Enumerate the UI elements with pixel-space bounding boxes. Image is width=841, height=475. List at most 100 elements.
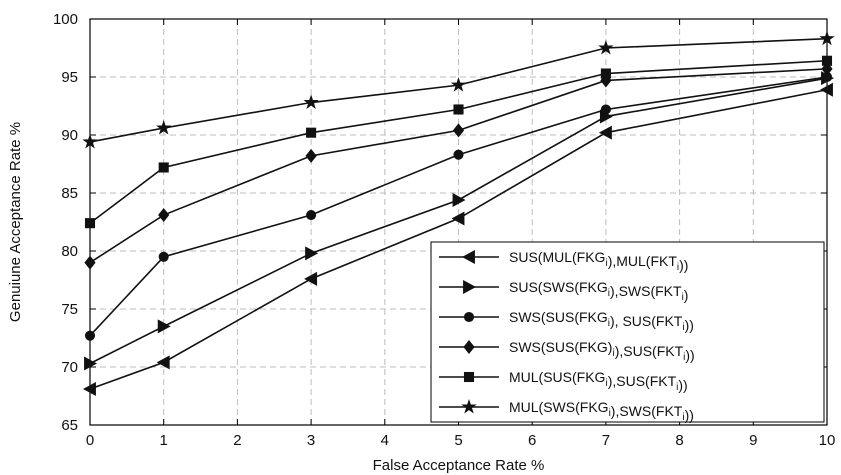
marker-star: [598, 39, 614, 55]
marker-square: [463, 371, 475, 383]
legend-label-part: )): [685, 317, 694, 333]
marker-circle: [306, 210, 317, 221]
marker-diamond: [452, 123, 465, 138]
legend-label-part: )): [679, 257, 688, 273]
x-tick-label: 2: [233, 432, 241, 449]
marker-diamond: [158, 208, 170, 223]
series-line: [89, 68, 828, 264]
legend-label-part: ), SUS(FKT: [610, 313, 683, 329]
legend-label-subscript: i: [609, 408, 611, 419]
x-tick-label: 7: [602, 432, 610, 449]
marker-circle: [158, 251, 169, 262]
legend-box: [430, 241, 825, 423]
legend-label: SWS(SUS(FKGi), SUS(FKTi)): [509, 309, 694, 333]
y-tick-label: 95: [61, 69, 78, 86]
marker-triangle-right: [452, 192, 466, 207]
legend: SUS(MUL(FKGi),MUL(FKTi))SUS(SWS(FKGi),SW…: [430, 241, 825, 423]
marker-star: [156, 119, 172, 135]
marker-star: [461, 398, 477, 414]
legend-label-part: )): [678, 377, 687, 393]
x-tick-label: 9: [749, 432, 757, 449]
marker-triangle-left: [304, 271, 318, 286]
legend-label-subscript: i: [682, 412, 684, 423]
series-6: [82, 30, 835, 149]
legend-item: SUS(MUL(FKGi),MUL(FKTi)): [439, 249, 688, 273]
legend-label-subscript: i: [608, 288, 610, 299]
marker-triangle-left: [83, 382, 96, 397]
marker-square: [306, 127, 317, 138]
marker-star: [819, 30, 835, 46]
x-tick-label: 10: [819, 432, 836, 449]
series-line: [89, 77, 828, 365]
legend-label-subscript: i: [608, 318, 610, 329]
marker-circle: [821, 71, 833, 83]
marker-triangle-left: [820, 82, 833, 97]
marker-square: [821, 55, 833, 66]
y-tick-label: 70: [61, 359, 78, 376]
legend-label-part: ): [684, 287, 689, 303]
marker-square: [158, 162, 169, 173]
legend-item: MUL(SWS(FKGi),SWS(FKTi)): [439, 398, 694, 423]
legend-label-subscript: i: [677, 262, 679, 273]
x-tick-label: 4: [381, 432, 389, 449]
x-tick-label: 8: [675, 432, 683, 449]
legend-label-part: )): [685, 407, 694, 423]
series-line: [89, 37, 828, 143]
y-tick-label: 90: [61, 127, 78, 144]
legend-label-part: SWS(SUS(FKG: [509, 309, 608, 325]
marker-circle: [453, 149, 464, 160]
legend-item: SUS(SWS(FKGi),SWS(FKTi): [439, 279, 688, 303]
marker-star: [303, 94, 319, 110]
marker-triangle-left: [156, 355, 170, 370]
series-1: [83, 82, 833, 397]
marker-triangle-right: [463, 280, 476, 294]
y-tick-label: 65: [61, 417, 78, 434]
x-tick-label: 0: [86, 432, 94, 449]
marker-diamond: [463, 340, 475, 354]
series-group: [82, 30, 835, 397]
legend-label-part: ),SWS(FKT: [611, 403, 683, 419]
series-5: [84, 55, 833, 229]
y-tick-label: 85: [61, 185, 78, 202]
legend-label-subscript: i: [605, 258, 607, 269]
marker-square: [600, 68, 611, 79]
legend-label-subscript: i: [683, 352, 685, 363]
marker-triangle-right: [84, 356, 97, 371]
legend-label-subscript: i: [682, 292, 684, 303]
legend-label-subscript: i: [676, 382, 678, 393]
marker-circle: [84, 330, 96, 341]
y-tick-label: 100: [53, 11, 78, 28]
marker-square: [84, 218, 96, 229]
x-axis-label: False Acceptance Rate %: [373, 457, 545, 474]
x-tick-label: 6: [528, 432, 536, 449]
legend-label-part: SWS(SUS(FKG): [509, 339, 612, 355]
marker-triangle-right: [157, 319, 171, 334]
legend-label-subscript: i: [612, 348, 614, 359]
marker-triangle-left: [451, 211, 465, 226]
legend-item: MUL(SUS(FKGi),SUS(FKTi)): [439, 369, 688, 393]
legend-label: SWS(SUS(FKG)i),SUS(FKTi)): [509, 339, 695, 363]
legend-label-part: ),SUS(FKT: [608, 373, 677, 389]
legend-label-subscript: i: [605, 378, 607, 389]
legend-item: SWS(SUS(FKG)i),SUS(FKTi)): [439, 339, 695, 363]
y-tick-label: 75: [61, 301, 78, 318]
series-3: [84, 71, 833, 341]
marker-circle: [600, 104, 611, 115]
legend-item: SWS(SUS(FKGi), SUS(FKTi)): [439, 309, 694, 333]
legend-label: MUL(SUS(FKGi),SUS(FKTi)): [509, 369, 688, 393]
legend-label-part: MUL(SWS(FKG: [509, 399, 609, 415]
legend-label: SUS(MUL(FKGi),MUL(FKTi)): [509, 249, 688, 273]
legend-label-subscript: i: [682, 322, 684, 333]
legend-label-part: SUS(SWS(FKG: [509, 279, 608, 295]
marker-triangle-right: [305, 246, 319, 261]
x-tick-label: 1: [160, 432, 168, 449]
legend-label: MUL(SWS(FKGi),SWS(FKTi)): [509, 399, 694, 423]
legend-label-part: ),MUL(FKT: [608, 253, 678, 269]
y-tick-label: 80: [61, 243, 78, 260]
marker-triangle-left: [598, 125, 612, 140]
x-tick-label: 5: [454, 432, 462, 449]
marker-diamond: [305, 148, 317, 163]
legend-label-part: SUS(MUL(FKG: [509, 249, 605, 265]
legend-label-part: ),SUS(FKT: [615, 343, 684, 359]
